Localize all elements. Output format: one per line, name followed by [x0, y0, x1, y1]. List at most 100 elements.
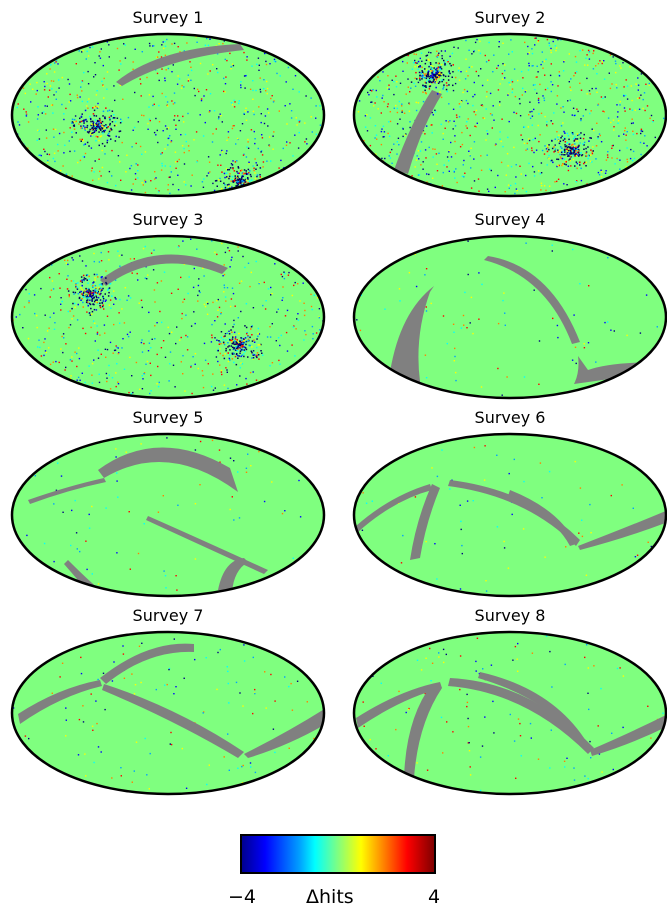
- noise-pixel: [538, 113, 540, 115]
- noise-pixel: [127, 295, 130, 297]
- noise-pixel: [458, 103, 461, 105]
- noise-pixel: [641, 130, 644, 133]
- noise-pixel: [356, 319, 358, 321]
- pole-pixel: [574, 136, 576, 138]
- noise-pixel: [261, 154, 264, 156]
- noise-pixel: [391, 183, 393, 186]
- pole-pixel: [109, 118, 111, 121]
- noise-pixel: [170, 171, 172, 173]
- noise-pixel: [75, 287, 77, 289]
- noise-pixel: [573, 779, 576, 781]
- pole-pixel: [566, 151, 569, 154]
- masked-arc: [508, 490, 576, 546]
- noise-pixel: [358, 141, 360, 143]
- noise-pixel: [446, 156, 449, 158]
- noise-pixel: [366, 130, 369, 132]
- noise-pixel: [227, 733, 229, 735]
- noise-pixel: [496, 526, 499, 528]
- noise-pixel: [479, 789, 482, 792]
- noise-pixel: [370, 186, 372, 188]
- noise-pixel: [584, 187, 587, 190]
- noise-pixel: [232, 64, 235, 67]
- pole-pixel: [427, 58, 430, 61]
- noise-pixel: [358, 140, 360, 142]
- pole-pixel: [244, 325, 246, 327]
- pole-pixel: [247, 338, 250, 341]
- pole-pixel: [87, 282, 89, 284]
- noise-pixel: [280, 334, 282, 337]
- noise-pixel: [588, 58, 591, 60]
- pole-pixel: [102, 304, 104, 306]
- noise-pixel: [409, 121, 411, 123]
- pole-pixel: [560, 137, 562, 139]
- noise-pixel: [432, 156, 434, 158]
- noise-pixel: [603, 60, 605, 62]
- noise-pixel: [62, 511, 64, 513]
- noise-pixel: [13, 74, 16, 76]
- noise-pixel: [350, 571, 351, 572]
- noise-pixel: [277, 39, 279, 42]
- noise-pixel: [647, 705, 649, 707]
- noise-pixel: [111, 149, 113, 152]
- noise-pixel: [380, 65, 382, 67]
- noise-pixel: [417, 68, 419, 71]
- noise-pixel: [63, 384, 65, 386]
- noise-pixel: [601, 62, 603, 65]
- pole-pixel: [418, 66, 420, 68]
- noise-pixel: [586, 644, 588, 646]
- noise-pixel: [323, 258, 324, 261]
- noise-pixel: [384, 38, 387, 41]
- noise-pixel: [231, 127, 234, 130]
- noise-pixel: [372, 89, 374, 91]
- noise-pixel: [653, 193, 655, 195]
- noise-pixel: [68, 295, 70, 298]
- noise-pixel: [177, 189, 180, 191]
- pole-pixel: [245, 172, 247, 174]
- pole-pixel: [568, 159, 570, 161]
- pole-pixel: [569, 147, 572, 150]
- noise-pixel: [192, 356, 194, 358]
- pole-pixel: [433, 74, 436, 76]
- noise-pixel: [78, 347, 80, 349]
- noise-pixel: [82, 327, 84, 330]
- pole-pixel: [80, 140, 82, 142]
- noise-pixel: [143, 114, 145, 117]
- noise-pixel: [641, 174, 643, 176]
- noise-pixel: [408, 272, 411, 274]
- pole-pixel: [441, 80, 443, 83]
- noise-pixel: [425, 310, 428, 312]
- noise-pixel: [12, 356, 13, 358]
- noise-pixel: [104, 332, 106, 334]
- noise-pixel: [401, 109, 403, 112]
- noise-pixel: [295, 117, 297, 119]
- noise-pixel: [246, 332, 248, 334]
- noise-pixel: [41, 242, 43, 244]
- noise-pixel: [366, 467, 369, 469]
- noise-pixel: [190, 325, 193, 327]
- pole-pixel: [443, 74, 445, 77]
- noise-pixel: [193, 311, 195, 313]
- noise-pixel: [228, 702, 230, 704]
- pole-pixel: [99, 119, 101, 121]
- noise-pixel: [584, 775, 586, 777]
- noise-pixel: [416, 155, 418, 157]
- noise-pixel: [455, 379, 457, 382]
- noise-pixel: [79, 255, 81, 257]
- noise-pixel: [245, 377, 247, 380]
- noise-pixel: [115, 372, 117, 374]
- noise-pixel: [619, 100, 621, 103]
- noise-pixel: [638, 590, 640, 593]
- noise-pixel: [82, 155, 84, 158]
- panel-title-survey-1: Survey 1: [132, 8, 204, 27]
- noise-pixel: [294, 75, 297, 77]
- noise-pixel: [432, 114, 434, 116]
- noise-pixel: [230, 102, 233, 104]
- noise-pixel: [578, 591, 580, 594]
- noise-pixel: [53, 136, 55, 138]
- noise-pixel: [284, 105, 286, 107]
- noise-pixel: [576, 71, 578, 73]
- noise-pixel: [244, 75, 247, 77]
- pole-pixel: [68, 294, 70, 296]
- noise-pixel: [429, 647, 431, 650]
- noise-pixel: [640, 31, 641, 32]
